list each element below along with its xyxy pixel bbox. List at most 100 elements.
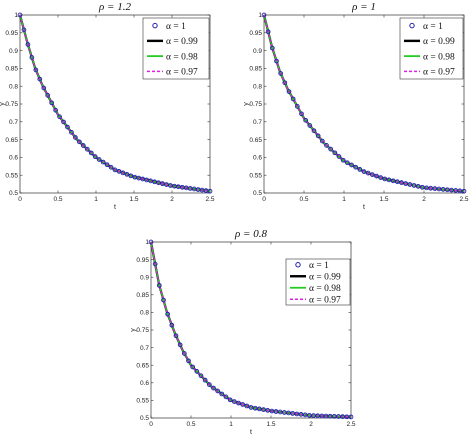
data-point	[303, 117, 309, 123]
data-point	[96, 157, 102, 162]
data-point	[41, 85, 47, 91]
y-tick-label: 1	[258, 12, 262, 19]
data-point	[88, 150, 94, 156]
y-tick-label: 0.75	[5, 101, 18, 108]
data-point	[311, 128, 317, 134]
y-tick-label: 0.8	[140, 310, 149, 317]
data-point	[353, 164, 359, 170]
y-tick-label: 0.95	[5, 30, 18, 37]
y-tick-label: 0.65	[136, 362, 149, 369]
y-tick-label: 0.8	[9, 83, 18, 90]
y-tick-label: 0.7	[140, 345, 149, 352]
series-markers-alpha-1	[148, 239, 354, 420]
data-point	[415, 184, 421, 189]
x-tick-label: 2	[170, 196, 174, 203]
y-tick-label: 0.9	[253, 48, 262, 55]
data-point	[80, 143, 86, 148]
data-point	[120, 170, 126, 176]
data-point	[190, 364, 196, 370]
data-point	[152, 261, 158, 267]
data-point	[348, 414, 354, 420]
legend-marker-circle	[295, 262, 301, 268]
y-tick-label: 0.55	[5, 172, 18, 179]
data-point	[265, 408, 271, 413]
data-point	[369, 172, 375, 177]
x-tick-label: 2	[422, 196, 426, 203]
y-tick-label: 0.65	[5, 137, 18, 144]
legend-entry-label: α = 0.98	[309, 284, 341, 294]
legend-entry-label: α = 0.99	[309, 272, 341, 282]
data-point	[148, 239, 154, 245]
data-point	[340, 157, 346, 163]
y-tick-label: 0.7	[253, 119, 262, 126]
y-tick-label: 0.9	[9, 48, 18, 55]
x-tick-label: 0	[18, 196, 22, 203]
data-point	[29, 55, 35, 60]
data-point	[186, 358, 191, 364]
y-tick-label: 0.85	[5, 66, 18, 73]
data-point	[37, 76, 43, 82]
data-point	[202, 377, 208, 383]
data-point	[336, 154, 342, 159]
y-tick-label: 0.95	[249, 30, 262, 37]
data-point	[17, 12, 23, 18]
series-line-alpha-0.97	[19, 14, 211, 192]
legend-entry-label: α = 0.97	[309, 295, 341, 305]
legend-entry-label: α = 1	[166, 22, 186, 32]
x-tick-label: 2.5	[459, 196, 468, 203]
data-point	[206, 382, 212, 387]
data-point	[461, 188, 467, 194]
data-point	[344, 160, 350, 166]
data-point	[69, 129, 74, 135]
data-point	[231, 399, 237, 404]
data-point	[165, 311, 171, 317]
x-tick-label: 0.5	[186, 421, 195, 428]
legend-marker-circle	[152, 22, 158, 29]
legend-box	[399, 17, 464, 80]
data-point	[319, 138, 325, 144]
chart-title: ρ = 1.2	[98, 1, 131, 13]
y-tick-label: 0.75	[136, 327, 149, 334]
data-point	[407, 182, 413, 187]
data-point	[261, 12, 267, 18]
data-point	[286, 89, 292, 94]
legend-entry-label: α = 0.99	[166, 37, 198, 47]
y-tick-label: 0.55	[136, 398, 149, 405]
x-axis-label: t	[363, 204, 365, 211]
data-point	[108, 164, 114, 170]
data-point	[124, 171, 130, 177]
data-point	[282, 80, 288, 86]
data-point	[265, 29, 271, 35]
data-point	[156, 283, 162, 288]
data-point	[390, 178, 396, 184]
y-tick-label: 0.95	[136, 257, 149, 264]
chart-title: ρ = 1	[351, 1, 376, 13]
y-tick-label: 0.7	[9, 119, 18, 126]
data-point	[269, 45, 275, 51]
data-point	[92, 154, 98, 160]
data-point	[73, 135, 78, 140]
chart-panel-2: ρ = 10 0.5 1 1.5 2 2.50.50.550.60.650.70.750.…	[243, 1, 469, 211]
x-tick-label: 0	[149, 421, 153, 428]
series-markers-alpha-1	[261, 12, 467, 194]
data-point	[84, 146, 90, 152]
data-point	[240, 402, 246, 407]
y-axis-label: y	[0, 102, 6, 106]
legend-entry-label: α = 0.98	[423, 52, 455, 62]
chart-panel-3: ρ = 0.80 0.5 1 1.5 2 2.50.50.550.60.650.70.75…	[130, 228, 356, 436]
data-point	[290, 96, 296, 102]
data-point	[278, 71, 284, 76]
y-tick-label: 1	[145, 239, 149, 246]
series-markers-alpha-1	[17, 12, 213, 194]
y-tick-label: 0.9	[140, 274, 149, 281]
legend-entry-label: α = 0.99	[423, 37, 455, 47]
data-point	[173, 333, 179, 339]
data-point	[177, 342, 183, 348]
data-point	[215, 388, 221, 394]
y-axis-label: y	[243, 102, 250, 106]
data-point	[128, 173, 134, 179]
chart-title: ρ = 0.8	[234, 228, 267, 240]
data-point	[324, 143, 329, 148]
data-point	[361, 169, 367, 174]
